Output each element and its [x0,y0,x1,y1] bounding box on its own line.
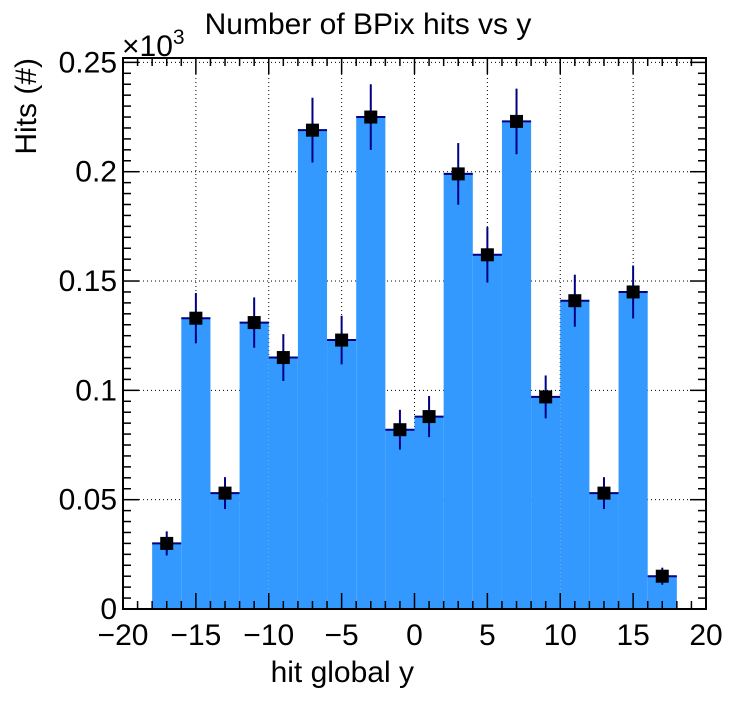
histogram-bar [268,357,298,609]
histogram-bar [297,130,328,609]
y-axis-multiplier-exponent: 3 [173,26,185,49]
histogram-bar [327,340,357,609]
y-tick-label: 0.25 [59,46,117,79]
axis-ticks [122,58,707,610]
data-marker [655,569,669,583]
data-marker [364,110,378,124]
histogram-bar [210,493,240,609]
data-marker [510,114,524,128]
x-tick-label: −5 [325,619,359,652]
histogram-bar [385,429,415,609]
data-marker [305,123,319,137]
x-tick-label: −20 [98,619,149,652]
x-tick-label: 5 [479,619,496,652]
x-tick-label: 15 [616,619,649,652]
y-tick-label: 0.15 [59,265,117,298]
x-axis-label: hit global y [271,656,414,689]
y-tick-label: 0 [100,593,117,626]
data-marker [422,410,436,424]
y-tick-label: 0.1 [75,374,117,407]
y-tick-label: 0.05 [59,484,117,517]
x-tick-label: 0 [406,619,423,652]
data-markers [160,110,669,583]
x-tick-label: −15 [170,619,221,652]
histogram-bar [472,254,502,610]
x-tick-label: −10 [243,619,294,652]
data-marker [393,423,407,437]
histogram-bar [356,117,386,610]
data-marker [247,316,261,330]
histogram-bar [501,121,532,610]
data-marker [539,390,553,404]
histogram-bar [560,300,590,609]
x-tick-labels: −20 −15 −10 −5 0 5 10 15 20 [98,619,723,652]
data-marker [160,536,174,550]
data-marker [218,486,232,500]
y-axis-multiplier-base: ×10 [122,30,173,63]
y-axis-multiplier: ×103 [122,26,185,63]
x-tick-label: 20 [689,619,722,652]
histogram-bar [414,416,444,609]
y-tick-label: 0.2 [75,156,117,189]
data-marker [597,486,611,500]
y-axis-label: Hits (#) [10,58,43,155]
data-marker [626,285,640,299]
data-marker [335,333,349,347]
data-marker [451,167,465,181]
y-tick-labels: 0 0.05 0.1 0.15 0.2 0.25 [59,46,117,626]
histogram-bar [618,291,648,609]
data-marker [480,248,494,262]
data-marker [568,294,582,308]
chart-title: Number of BPix hits vs y [205,8,532,41]
x-tick-label: 10 [544,619,577,652]
data-marker [276,351,290,365]
histogram-bar [239,322,269,609]
histogram-bar [589,493,619,609]
histogram-bar [531,396,561,609]
histogram-bar [443,173,473,609]
histogram-bar [181,318,211,609]
histogram-bars [152,116,677,610]
data-marker [189,311,203,325]
